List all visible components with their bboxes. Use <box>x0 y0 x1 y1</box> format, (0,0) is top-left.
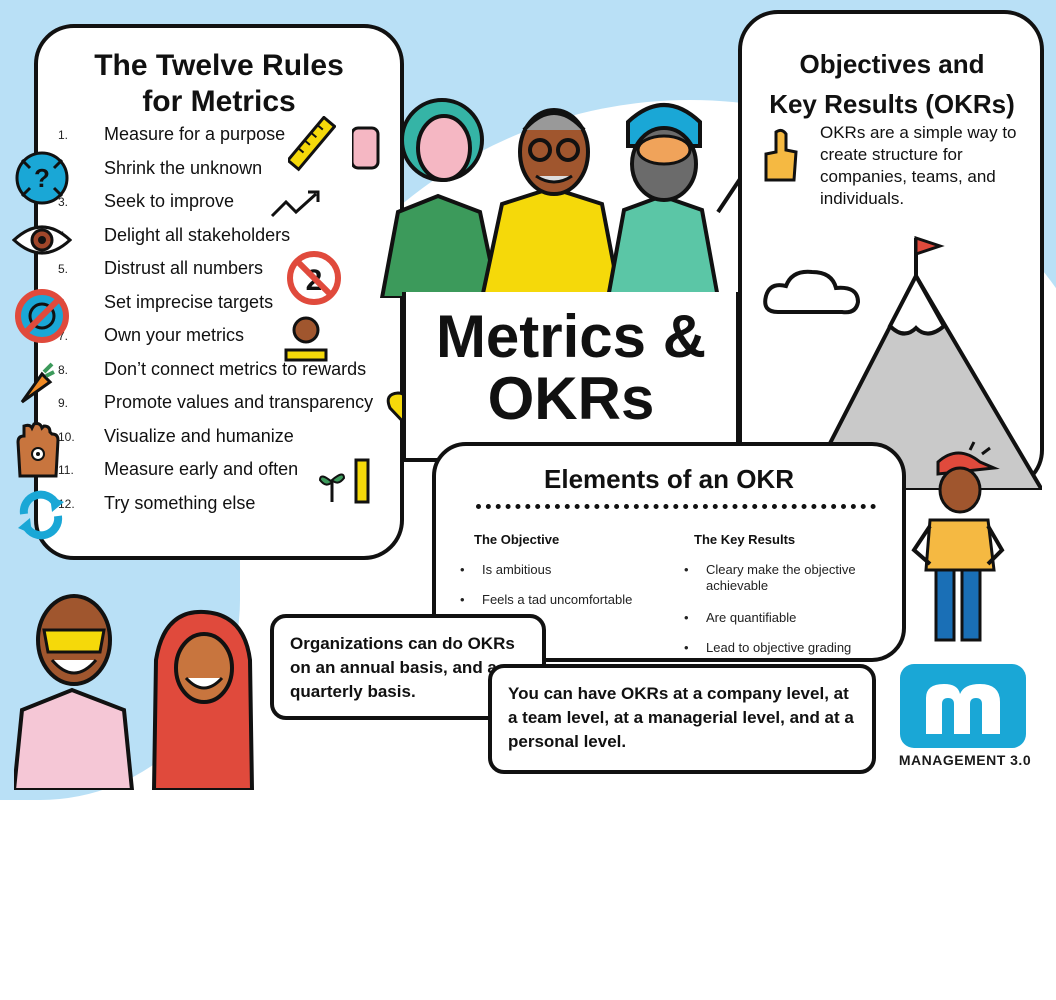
three-people-illustration <box>352 98 788 298</box>
rule-item: 3. Seek to improve <box>58 191 235 211</box>
rule-item: 7. Own your metrics <box>58 325 245 345</box>
no-numbers-icon: 2 <box>287 251 341 305</box>
rule-item: 2.Shrink the unknown <box>58 157 263 178</box>
management-logo: MANAGEMENT 3.0 <box>898 664 1032 774</box>
sprout-ruler-icon <box>318 458 370 504</box>
key-result-point: Cleary make the objective achievable <box>684 562 886 594</box>
refresh-icon <box>18 490 64 540</box>
question-globe-icon: ? <box>15 151 69 205</box>
no-target-icon <box>15 289 69 343</box>
key-result-point: Are quantifiable <box>684 610 886 626</box>
dotted-divider <box>476 504 876 509</box>
hand-eye-icon <box>16 422 60 478</box>
rule-item: 8. Don’t connect metrics to rewards <box>58 358 367 379</box>
person-measure-icon <box>284 316 328 362</box>
logo-text: MANAGEMENT 3.0 <box>898 752 1032 768</box>
rule-item: 11. Measure early and often <box>58 459 299 479</box>
key-results-heading: The Key Results <box>694 532 796 547</box>
twelve-rules-title: The Twelve Rules for Metrics <box>94 49 344 118</box>
rule-item: 9. Promote values and transparency <box>58 392 374 412</box>
okr-definition-card: Objectives and Key Results (OKRs) OKRs a… <box>738 10 1044 490</box>
rule-item: 12. Try something else <box>58 492 256 513</box>
logo-mark <box>900 664 1026 748</box>
logo-m-icon <box>926 684 1000 734</box>
key-result-point: Lead to objective grading <box>684 640 896 656</box>
okr-description: OKRs are a simple way to create structur… <box>820 123 1017 208</box>
elements-of-okr-card: Elements of an OKR The Objective Is ambi… <box>432 442 906 662</box>
annual-quarterly-note: Organizations can do OKRs on an annual b… <box>270 614 546 720</box>
eye-icon <box>12 225 72 255</box>
mountain-flag-icon <box>806 236 1042 490</box>
objective-point: Feels a tad uncomfortable <box>460 592 672 608</box>
okr-levels-note: You can have OKRs at a company level, at… <box>488 664 876 774</box>
two-people-illustration <box>14 594 254 790</box>
objective-heading: The Objective <box>474 532 560 547</box>
main-title: Metrics & OKRs <box>435 303 707 432</box>
okr-title: Objectives and Key Results (OKRs) <box>769 49 1015 119</box>
trend-up-icon <box>270 190 320 218</box>
carrot-icon <box>20 362 55 404</box>
rule-item: 10. Visualize and humanize <box>58 425 294 446</box>
objective-point: Is ambitious <box>460 562 662 578</box>
person-with-cap-illustration <box>911 441 1005 642</box>
ruler-icon <box>288 116 336 172</box>
thumbs-up-icon <box>764 128 798 182</box>
rule-item: 4.Delight all stakeholders <box>58 224 291 245</box>
rule-item: 6.Set imprecise targets <box>58 291 274 312</box>
center-title-panel: Metrics & OKRs <box>402 292 740 462</box>
rule-item: 5. Distrust all numbers <box>58 258 264 278</box>
elements-title: Elements of an OKR <box>544 464 794 494</box>
svg-text:?: ? <box>34 163 50 193</box>
cloud-icon <box>763 269 861 315</box>
rule-item: 1. Measure for a purpose <box>58 124 286 144</box>
